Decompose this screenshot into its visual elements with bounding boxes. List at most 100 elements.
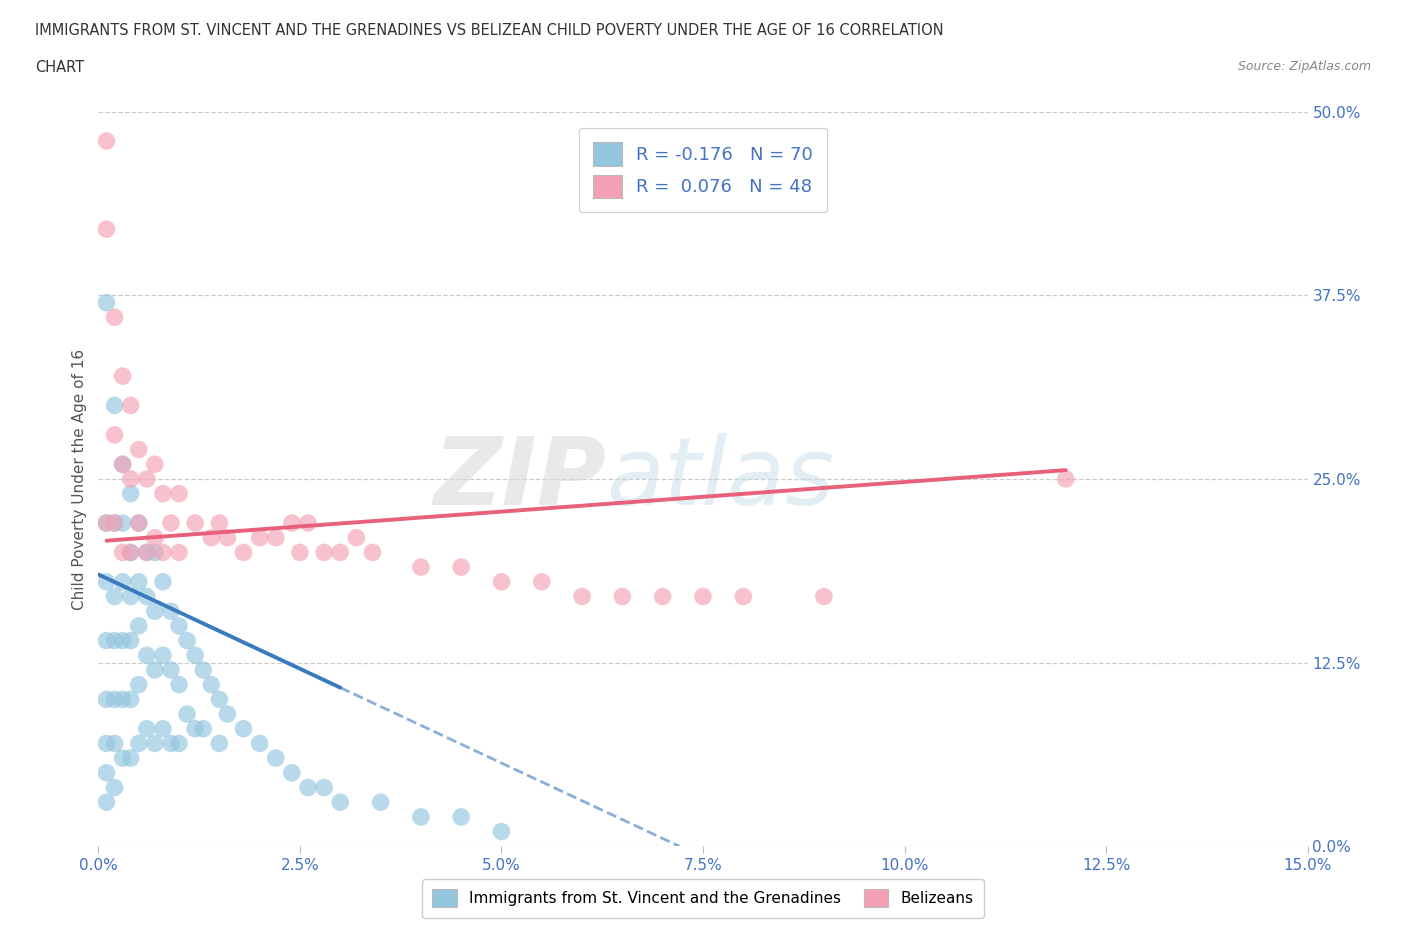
Point: [143, 530, 166, 545]
Point: [120, 545, 142, 560]
Point: [152, 648, 174, 663]
Point: [651, 589, 673, 604]
Point: [143, 545, 166, 560]
Point: [297, 515, 319, 530]
Point: [409, 560, 432, 575]
Point: [329, 545, 352, 560]
Point: [167, 618, 190, 633]
Point: [152, 545, 174, 560]
Point: [232, 545, 254, 560]
Point: [96, 515, 118, 530]
Point: [530, 575, 553, 590]
Point: [135, 545, 157, 560]
Point: [103, 428, 125, 443]
Point: [103, 780, 125, 795]
Point: [281, 515, 304, 530]
Point: [103, 589, 125, 604]
Point: [208, 736, 231, 751]
Point: [314, 545, 336, 560]
Point: [111, 457, 134, 472]
Point: [120, 486, 142, 501]
Point: [571, 589, 593, 604]
Point: [96, 295, 118, 310]
Point: [813, 589, 835, 604]
Point: [143, 662, 166, 677]
Point: [160, 736, 183, 751]
Point: [217, 707, 239, 722]
Legend: R = -0.176   N = 70, R =  0.076   N = 48: R = -0.176 N = 70, R = 0.076 N = 48: [578, 128, 828, 212]
Point: [217, 530, 239, 545]
Point: [160, 662, 183, 677]
Legend: Immigrants from St. Vincent and the Grenadines, Belizeans: Immigrants from St. Vincent and the Gren…: [422, 879, 984, 918]
Point: [111, 515, 134, 530]
Point: [111, 368, 134, 383]
Point: [111, 751, 134, 765]
Point: [111, 545, 134, 560]
Point: [344, 530, 367, 545]
Point: [200, 530, 222, 545]
Point: [103, 515, 125, 530]
Point: [96, 221, 118, 236]
Point: [176, 707, 198, 722]
Point: [111, 457, 134, 472]
Point: [297, 780, 319, 795]
Point: [264, 751, 287, 765]
Point: [193, 662, 215, 677]
Point: [96, 736, 118, 751]
Point: [152, 575, 174, 590]
Point: [96, 134, 118, 149]
Point: [167, 545, 190, 560]
Text: Source: ZipAtlas.com: Source: ZipAtlas.com: [1237, 60, 1371, 73]
Point: [111, 575, 134, 590]
Text: IMMIGRANTS FROM ST. VINCENT AND THE GRENADINES VS BELIZEAN CHILD POVERTY UNDER T: IMMIGRANTS FROM ST. VINCENT AND THE GREN…: [35, 23, 943, 38]
Point: [264, 530, 287, 545]
Point: [120, 398, 142, 413]
Point: [167, 736, 190, 751]
Point: [128, 618, 150, 633]
Point: [103, 515, 125, 530]
Point: [370, 795, 392, 810]
Point: [120, 589, 142, 604]
Point: [193, 722, 215, 737]
Point: [103, 692, 125, 707]
Point: [176, 633, 198, 648]
Point: [128, 515, 150, 530]
Point: [96, 765, 118, 780]
Point: [491, 575, 513, 590]
Point: [103, 398, 125, 413]
Point: [208, 692, 231, 707]
Point: [184, 515, 207, 530]
Point: [143, 736, 166, 751]
Text: atlas: atlas: [606, 433, 835, 525]
Point: [152, 486, 174, 501]
Point: [120, 751, 142, 765]
Point: [281, 765, 304, 780]
Point: [96, 575, 118, 590]
Point: [288, 545, 311, 560]
Point: [160, 604, 183, 618]
Point: [143, 604, 166, 618]
Point: [249, 736, 271, 751]
Point: [96, 795, 118, 810]
Point: [96, 692, 118, 707]
Point: [96, 633, 118, 648]
Point: [143, 457, 166, 472]
Point: [160, 515, 183, 530]
Point: [111, 692, 134, 707]
Point: [208, 515, 231, 530]
Point: [120, 633, 142, 648]
Point: [184, 648, 207, 663]
Point: [167, 486, 190, 501]
Point: [120, 692, 142, 707]
Point: [329, 795, 352, 810]
Point: [491, 824, 513, 839]
Point: [128, 575, 150, 590]
Point: [135, 472, 157, 486]
Point: [612, 589, 634, 604]
Point: [128, 515, 150, 530]
Point: [135, 648, 157, 663]
Point: [167, 677, 190, 692]
Point: [111, 633, 134, 648]
Point: [120, 545, 142, 560]
Point: [692, 589, 714, 604]
